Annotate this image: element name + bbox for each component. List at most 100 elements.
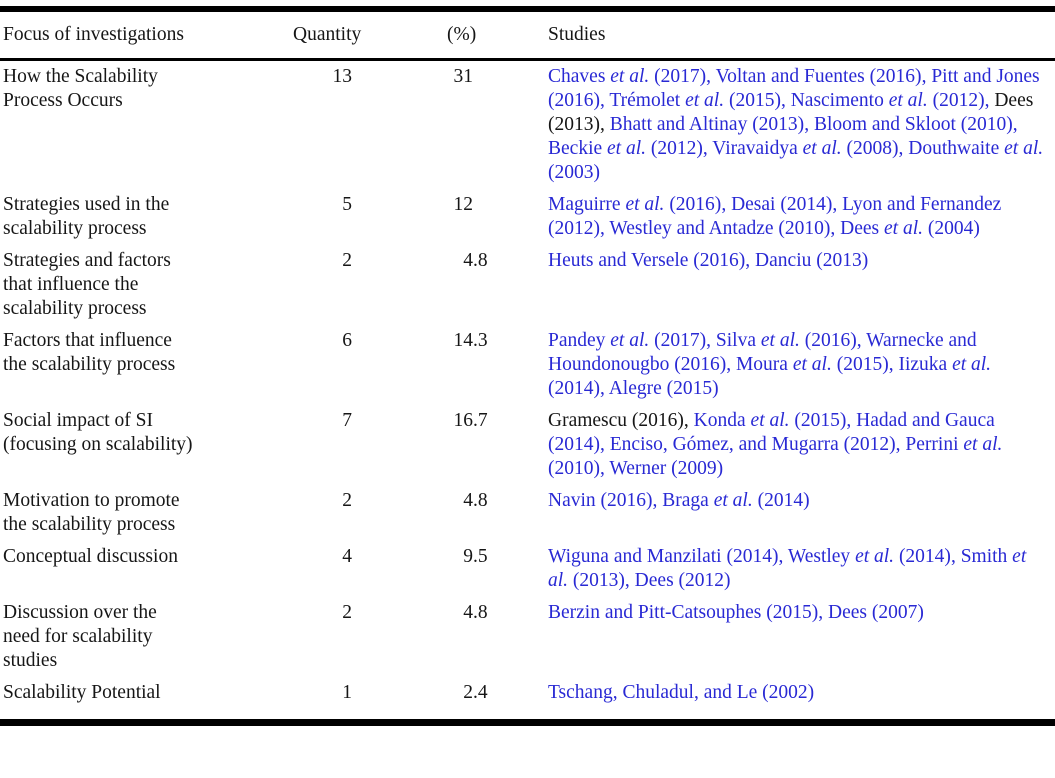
studies-cell: Gramescu (2016), Konda et al. (2015), Ha… bbox=[500, 405, 1055, 485]
focus-cell: Conceptual discussion bbox=[3, 546, 178, 567]
percent-fraction-part: .7 bbox=[473, 410, 488, 431]
study-citation-link[interactable]: Braga et al. (2014) bbox=[662, 490, 810, 511]
study-citation-link[interactable]: Bloom and Skloot (2010), bbox=[813, 114, 1018, 135]
study-citation-link[interactable]: Douthwaite et al. (2003) bbox=[548, 138, 1044, 183]
study-citation-link[interactable]: Enciso, Gómez, and Mugarra (2012), bbox=[609, 434, 906, 455]
study-citation-link[interactable]: Pandey et al. (2017), bbox=[548, 330, 716, 351]
percent-fraction-part: .3 bbox=[473, 330, 488, 351]
percent-cell: 14.3 bbox=[388, 325, 500, 405]
column-header-quantity: Quantity bbox=[288, 9, 388, 61]
study-citation-link[interactable]: Voltan and Fuentes (2016), bbox=[715, 66, 932, 87]
study-citation-link[interactable]: Viravaidya et al. (2008), bbox=[712, 138, 909, 159]
focus-cell: Social impact of SI (focusing on scalabi… bbox=[3, 410, 193, 455]
quantity-cell: 5 bbox=[342, 194, 352, 215]
percent-cell: 4.8 bbox=[388, 245, 500, 325]
table-row: Strategies used in the scalability proce… bbox=[0, 189, 1055, 245]
percent-cell: 31 bbox=[388, 60, 500, 190]
study-citation-link[interactable]: Dees (2012) bbox=[634, 570, 731, 591]
studies-cell: Tschang, Chuladul, and Le (2002) bbox=[500, 677, 1055, 723]
focus-cell: How the Scalability Process Occurs bbox=[3, 66, 158, 111]
study-citation-link[interactable]: Moura et al. (2015), bbox=[735, 354, 899, 375]
quantity-cell: 2 bbox=[342, 602, 352, 623]
percent-integer-part: 2 bbox=[463, 682, 473, 703]
study-citation-link[interactable]: Konda et al. (2015), bbox=[693, 410, 857, 431]
focus-cell: Strategies used in the scalability proce… bbox=[3, 194, 170, 239]
study-citation: Dees (2013), bbox=[548, 90, 1034, 135]
study-citation-link[interactable]: Perrini et al. (2010), bbox=[548, 434, 1003, 479]
percent-fraction-part: .8 bbox=[473, 250, 488, 271]
study-citation: Gramescu (2016), bbox=[548, 410, 694, 431]
percent-cell: 12 bbox=[388, 189, 500, 245]
studies-cell: Heuts and Versele (2016), Danciu (2013) bbox=[500, 245, 1055, 325]
studies-cell: Berzin and Pitt-Catsouphes (2015), Dees … bbox=[500, 597, 1055, 677]
study-citation-link[interactable]: Maguirre et al. (2016), bbox=[548, 194, 732, 215]
study-citation-link[interactable]: Westley et al. (2014), bbox=[787, 546, 961, 567]
percent-fraction-part: .5 bbox=[473, 546, 488, 567]
quantity-cell: 2 bbox=[342, 250, 352, 271]
table-row: Factors that influence the scalability p… bbox=[0, 325, 1055, 405]
study-citation-link[interactable]: Chaves et al. (2017), bbox=[548, 66, 716, 87]
table-row: How the Scalability Process Occurs 13 31 Ch… bbox=[0, 60, 1055, 190]
header-row: Focus of investigations Quantity (%) Stu… bbox=[0, 9, 1055, 61]
table-row: Discussion over the need for scalability… bbox=[0, 597, 1055, 677]
study-citation-link[interactable]: Silva et al. (2016), bbox=[715, 330, 867, 351]
table-row: Scalability Potential 1 2.4 Tschang, Chulad… bbox=[0, 677, 1055, 723]
column-header-studies: Studies bbox=[500, 9, 1055, 61]
percent-integer-part: 31 bbox=[453, 66, 474, 87]
study-citation-link[interactable]: Smith et al. (2013), bbox=[548, 546, 1027, 591]
studies-table: Focus of investigations Quantity (%) Stu… bbox=[0, 6, 1055, 726]
focus-cell: Strategies and factors that influence th… bbox=[3, 250, 171, 319]
studies-cell: Wiguna and Manzilati (2014), Westley et … bbox=[500, 541, 1055, 597]
studies-cell: Navin (2016), Braga et al. (2014) bbox=[500, 485, 1055, 541]
percent-fraction-part: .8 bbox=[473, 490, 488, 511]
study-citation-link[interactable]: Alegre (2015) bbox=[608, 378, 719, 399]
study-citation-link[interactable]: Dees (2007) bbox=[828, 602, 924, 623]
focus-cell: Scalability Potential bbox=[3, 682, 161, 703]
focus-cell: Discussion over the need for scalability… bbox=[3, 602, 157, 671]
study-citation-link[interactable]: Navin (2016), bbox=[548, 490, 663, 511]
study-citation-link[interactable]: Bhatt and Altinay (2013), bbox=[609, 114, 814, 135]
quantity-cell: 2 bbox=[342, 490, 352, 511]
study-citation-link[interactable]: Dees et al. (2004) bbox=[840, 218, 980, 239]
table-row: Conceptual discussion 4 9.5 Wiguna and Manz… bbox=[0, 541, 1055, 597]
column-header-percent: (%) bbox=[388, 9, 500, 61]
percent-cell: 2.4 bbox=[388, 677, 500, 723]
percent-integer-part: 16 bbox=[453, 410, 474, 431]
study-citation-link[interactable]: Heuts and Versele (2016), bbox=[548, 250, 756, 271]
study-citation-link[interactable]: Desai (2014), bbox=[731, 194, 843, 215]
percent-cell: 9.5 bbox=[388, 541, 500, 597]
percent-integer-part: 9 bbox=[463, 546, 473, 567]
quantity-cell: 6 bbox=[342, 330, 352, 351]
quantity-cell: 7 bbox=[342, 410, 352, 431]
quantity-cell: 1 bbox=[342, 682, 352, 703]
percent-fraction-part: .4 bbox=[473, 682, 488, 703]
study-citation-link[interactable]: Werner (2009) bbox=[609, 458, 724, 479]
column-header-focus: Focus of investigations bbox=[0, 9, 288, 61]
studies-cell: Pandey et al. (2017), Silva et al. (2016… bbox=[500, 325, 1055, 405]
percent-cell: 16.7 bbox=[388, 405, 500, 485]
percent-integer-part: 14 bbox=[453, 330, 474, 351]
study-citation-link[interactable]: Iizuka et al. (2014), bbox=[548, 354, 992, 399]
percent-integer-part: 4 bbox=[463, 602, 473, 623]
study-citation-link[interactable]: Wiguna and Manzilati (2014), bbox=[548, 546, 788, 567]
quantity-cell: 4 bbox=[342, 546, 352, 567]
study-citation-link[interactable]: Hadad and Gauca (2014), bbox=[548, 410, 995, 455]
study-citation-link[interactable]: Pitt and Jones (2016), bbox=[548, 66, 1040, 111]
study-citation-link[interactable]: Lyon and Fernandez (2012), bbox=[548, 194, 1002, 239]
study-citation-link[interactable]: Tschang, Chuladul, and Le (2002) bbox=[548, 682, 815, 703]
table-row: Motivation to promote the scalability pr… bbox=[0, 485, 1055, 541]
table-row: Social impact of SI (focusing on scalabi… bbox=[0, 405, 1055, 485]
study-citation-link[interactable]: Warnecke and Houndonougbo (2016), bbox=[548, 330, 977, 375]
percent-cell: 4.8 bbox=[388, 597, 500, 677]
percent-cell: 4.8 bbox=[388, 485, 500, 541]
study-citation-link[interactable]: Westley and Antadze (2010), bbox=[609, 218, 841, 239]
study-citation-link[interactable]: Danciu (2013) bbox=[755, 250, 869, 271]
focus-cell: Motivation to promote the scalability pr… bbox=[3, 490, 180, 535]
study-citation-link[interactable]: Berzin and Pitt-Catsouphes (2015), bbox=[548, 602, 828, 623]
study-citation-link[interactable]: Nascimento et al. (2012), bbox=[790, 90, 995, 111]
study-citation-link[interactable]: Beckie et al. (2012), bbox=[548, 138, 713, 159]
study-citation-link[interactable]: Trémolet et al. (2015), bbox=[609, 90, 791, 111]
quantity-cell: 13 bbox=[332, 66, 353, 87]
percent-integer-part: 4 bbox=[463, 250, 473, 271]
